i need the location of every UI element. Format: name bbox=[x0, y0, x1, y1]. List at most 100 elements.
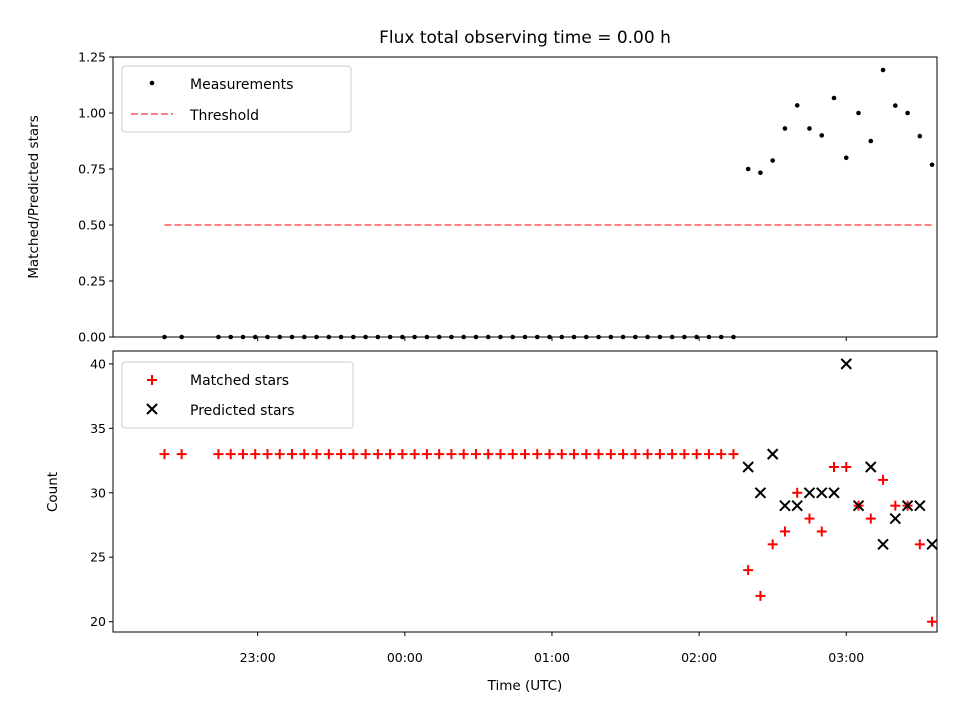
measurement-point bbox=[326, 334, 332, 340]
predicted-x-b bbox=[877, 538, 889, 551]
measurement-point bbox=[620, 334, 626, 340]
predicted-x-b bbox=[914, 499, 926, 512]
legend-matched-marker bbox=[147, 375, 157, 385]
predicted-star-point bbox=[779, 499, 791, 512]
matched-star-point bbox=[642, 449, 653, 460]
measurement-point bbox=[633, 334, 638, 340]
measurement-point bbox=[745, 166, 751, 172]
matched-star-point bbox=[728, 449, 739, 460]
predicted-x-b bbox=[865, 461, 877, 473]
matched-star-point bbox=[176, 449, 187, 460]
matched-star-point bbox=[878, 474, 889, 485]
legend-measurements-label: Measurements bbox=[190, 77, 293, 93]
predicted-star-point bbox=[742, 461, 754, 473]
measurement-point bbox=[868, 138, 874, 144]
measurement-point bbox=[265, 334, 270, 340]
matched-star-point bbox=[618, 449, 629, 460]
bottom-legend: Matched stars Predicted stars bbox=[121, 361, 354, 429]
predicted-star-point bbox=[828, 487, 840, 499]
matched-star-point bbox=[743, 565, 754, 576]
matched-star-point bbox=[372, 449, 383, 460]
predicted-x-b bbox=[828, 487, 840, 499]
predicted-star-point bbox=[840, 358, 852, 370]
matched-star-point bbox=[495, 449, 506, 460]
predicted-x-b bbox=[889, 512, 902, 525]
matched-star-point bbox=[667, 449, 678, 460]
top-y-tick-label: 1.00 bbox=[78, 106, 106, 121]
measurement-point bbox=[498, 334, 503, 340]
matched-star-point bbox=[829, 462, 839, 473]
matched-star-point bbox=[520, 449, 530, 460]
measurement-point bbox=[314, 334, 319, 340]
bottom-y-tick-label: 25 bbox=[90, 550, 106, 565]
top-x-tick-marks bbox=[257, 337, 847, 341]
matched-star-point bbox=[890, 500, 901, 511]
matched-star-point bbox=[274, 449, 285, 460]
matched-star-point bbox=[716, 449, 727, 460]
matched-star-point bbox=[816, 526, 827, 537]
matched-star-point bbox=[250, 449, 261, 460]
predicted-x-b bbox=[816, 487, 828, 499]
matched-star-point bbox=[792, 487, 803, 498]
measurement-point bbox=[289, 334, 295, 340]
bottom-axes-frame bbox=[112, 350, 938, 633]
predicted-star-point bbox=[791, 499, 803, 512]
measurement-point bbox=[351, 334, 356, 340]
matched-star-point bbox=[532, 449, 543, 460]
measurement-point bbox=[819, 133, 825, 138]
measurement-point bbox=[682, 334, 687, 340]
top-y-tick-label: 1.25 bbox=[78, 50, 106, 65]
measurement-point bbox=[228, 334, 234, 340]
matched-star-point bbox=[605, 449, 616, 460]
bottom-x-tick-label: 23:00 bbox=[240, 650, 276, 665]
measurement-point bbox=[669, 334, 675, 340]
predicted-star-point bbox=[901, 499, 914, 512]
top-y-tick-label: 0.75 bbox=[78, 162, 106, 177]
matched-star-point bbox=[287, 449, 298, 460]
measurement-point bbox=[905, 110, 910, 116]
bottom-x-tick-label: 03:00 bbox=[828, 650, 864, 665]
matched-star-point bbox=[679, 449, 690, 460]
matched-star-point bbox=[593, 449, 604, 460]
matched-star-point bbox=[225, 449, 236, 460]
predicted-x-b bbox=[742, 461, 754, 473]
predicted-star-point bbox=[926, 538, 938, 551]
matched-star-point bbox=[804, 513, 815, 524]
measurement-point bbox=[375, 334, 381, 340]
measurement-point bbox=[412, 334, 417, 340]
matched-star-point bbox=[262, 449, 273, 460]
predicted-star-point bbox=[803, 487, 816, 499]
bottom-y-tick-label: 40 bbox=[90, 356, 106, 371]
predicted-x-b bbox=[791, 499, 803, 512]
bottom-x-tick-label: 01:00 bbox=[534, 650, 570, 665]
bottom-y-tick-label: 20 bbox=[90, 614, 106, 629]
matched-star-point bbox=[544, 449, 555, 460]
matched-star-point bbox=[336, 449, 347, 460]
bottom-y-axis-label: Count bbox=[45, 472, 61, 512]
measurement-point bbox=[917, 133, 923, 139]
legend-predicted-label: Predicted stars bbox=[190, 403, 295, 419]
matched-star-point bbox=[311, 449, 322, 460]
top-plot-area bbox=[162, 67, 935, 340]
predicted-x-b bbox=[852, 499, 865, 512]
measurement-point bbox=[534, 334, 540, 340]
measurement-point bbox=[831, 95, 837, 101]
bottom-x-axis: 23:00 00:00 01:00 02:00 03:00 bbox=[240, 632, 864, 665]
measurement-point bbox=[162, 334, 167, 340]
matched-star-point bbox=[779, 526, 790, 537]
matched-star-point bbox=[446, 449, 457, 460]
measurement-point bbox=[277, 334, 283, 340]
top-y-tick-label: 0.25 bbox=[78, 274, 106, 289]
matched-star-point bbox=[630, 449, 641, 460]
measurement-point bbox=[807, 126, 812, 131]
measurement-point bbox=[216, 334, 221, 340]
measurement-point bbox=[449, 334, 454, 340]
predicted-star-point bbox=[889, 512, 902, 525]
measurement-point bbox=[363, 334, 368, 340]
measurement-point bbox=[510, 334, 516, 340]
top-legend-box bbox=[121, 65, 352, 133]
legend-threshold-label: Threshold bbox=[189, 108, 259, 124]
matched-star-point bbox=[360, 449, 371, 460]
matched-star-point bbox=[654, 449, 665, 460]
matched-star-point bbox=[213, 449, 224, 460]
